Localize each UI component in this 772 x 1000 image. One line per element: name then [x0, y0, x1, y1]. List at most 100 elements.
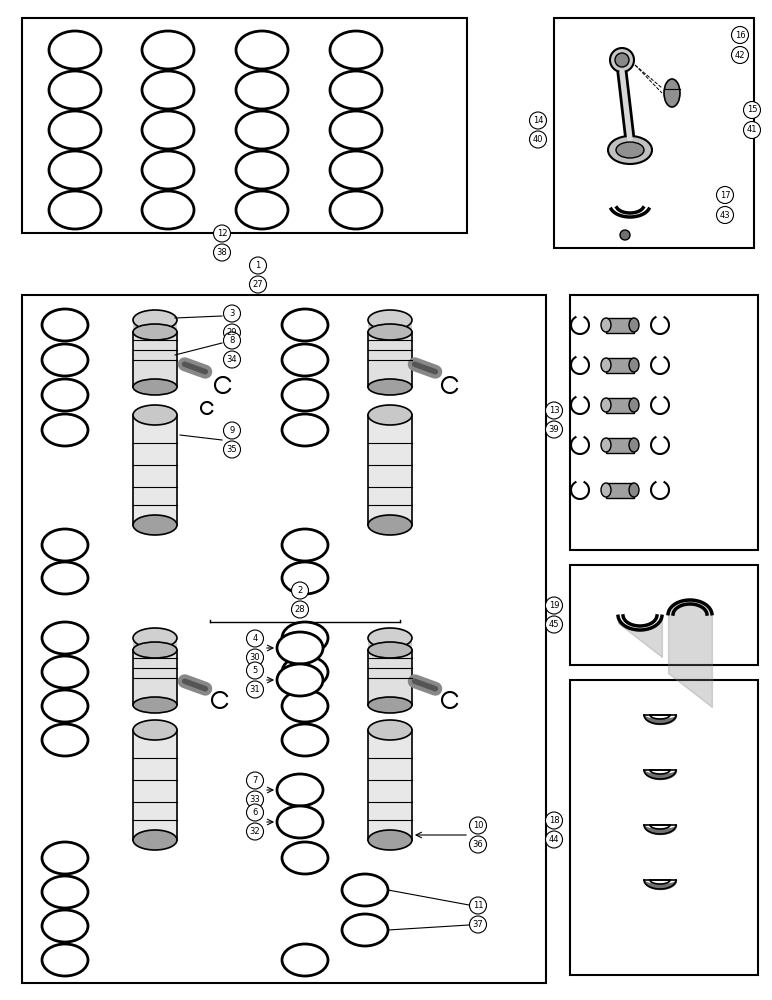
Ellipse shape — [142, 71, 194, 109]
Bar — [606, 483, 634, 498]
Ellipse shape — [368, 642, 412, 658]
Circle shape — [292, 582, 309, 599]
Text: 17: 17 — [720, 190, 730, 200]
Bar — [554, 18, 754, 248]
Ellipse shape — [282, 944, 328, 976]
Text: 1: 1 — [256, 261, 261, 270]
Ellipse shape — [282, 562, 328, 594]
Circle shape — [246, 823, 263, 840]
Ellipse shape — [277, 664, 323, 696]
Bar — [570, 680, 758, 975]
Ellipse shape — [133, 405, 177, 425]
Ellipse shape — [282, 842, 328, 874]
Bar — [368, 332, 412, 387]
Ellipse shape — [342, 914, 388, 946]
Text: 2: 2 — [297, 586, 303, 595]
Bar — [22, 295, 546, 983]
Text: 8: 8 — [229, 336, 235, 345]
Circle shape — [246, 630, 263, 647]
Ellipse shape — [42, 414, 88, 446]
Circle shape — [246, 662, 263, 679]
Ellipse shape — [133, 642, 177, 658]
Text: 9: 9 — [229, 426, 235, 435]
Ellipse shape — [368, 379, 412, 395]
Ellipse shape — [133, 830, 177, 850]
Circle shape — [469, 897, 486, 914]
Text: 36: 36 — [472, 840, 483, 849]
Ellipse shape — [610, 48, 634, 72]
Bar — [368, 730, 412, 840]
Ellipse shape — [615, 53, 629, 67]
Circle shape — [214, 225, 231, 242]
Bar — [606, 318, 634, 333]
Ellipse shape — [49, 151, 101, 189]
Ellipse shape — [629, 483, 639, 497]
Text: 19: 19 — [549, 601, 559, 610]
Ellipse shape — [42, 724, 88, 756]
Ellipse shape — [368, 720, 412, 740]
Circle shape — [732, 26, 749, 43]
Ellipse shape — [330, 151, 382, 189]
Text: 37: 37 — [472, 920, 483, 929]
Text: 11: 11 — [472, 901, 483, 910]
Ellipse shape — [608, 136, 652, 164]
Ellipse shape — [282, 344, 328, 376]
Ellipse shape — [601, 318, 611, 332]
Ellipse shape — [282, 414, 328, 446]
Circle shape — [224, 332, 241, 349]
Ellipse shape — [620, 230, 630, 240]
Circle shape — [292, 601, 309, 618]
Bar — [570, 295, 758, 550]
Ellipse shape — [133, 379, 177, 395]
Ellipse shape — [49, 71, 101, 109]
Ellipse shape — [42, 656, 88, 688]
Ellipse shape — [629, 438, 639, 452]
Ellipse shape — [133, 515, 177, 535]
Ellipse shape — [133, 324, 177, 340]
Circle shape — [224, 351, 241, 368]
Circle shape — [469, 836, 486, 853]
Text: 43: 43 — [720, 211, 730, 220]
Ellipse shape — [133, 628, 177, 648]
Text: 12: 12 — [217, 229, 227, 238]
Ellipse shape — [368, 324, 412, 340]
Circle shape — [249, 276, 266, 293]
Text: 41: 41 — [747, 125, 757, 134]
Text: 45: 45 — [549, 620, 559, 629]
Bar — [368, 638, 412, 650]
Circle shape — [546, 402, 563, 419]
Bar — [22, 18, 467, 233]
Bar — [133, 730, 177, 840]
Circle shape — [249, 257, 266, 274]
Text: 29: 29 — [227, 328, 237, 337]
Ellipse shape — [282, 309, 328, 341]
Ellipse shape — [342, 874, 388, 906]
Ellipse shape — [282, 529, 328, 561]
Ellipse shape — [616, 142, 644, 158]
Ellipse shape — [236, 31, 288, 69]
Ellipse shape — [42, 842, 88, 874]
Text: 10: 10 — [472, 821, 483, 830]
Circle shape — [546, 421, 563, 438]
Ellipse shape — [42, 876, 88, 908]
Circle shape — [546, 616, 563, 633]
Ellipse shape — [368, 405, 412, 425]
Bar — [368, 415, 412, 525]
Ellipse shape — [142, 151, 194, 189]
Circle shape — [224, 305, 241, 322]
Text: 13: 13 — [549, 406, 559, 415]
Circle shape — [716, 186, 733, 204]
Circle shape — [214, 244, 231, 261]
Ellipse shape — [368, 628, 412, 648]
Ellipse shape — [664, 79, 680, 107]
Ellipse shape — [277, 806, 323, 838]
Ellipse shape — [42, 622, 88, 654]
Ellipse shape — [629, 318, 639, 332]
Ellipse shape — [330, 31, 382, 69]
Circle shape — [246, 681, 263, 698]
Ellipse shape — [42, 529, 88, 561]
Ellipse shape — [42, 562, 88, 594]
Ellipse shape — [42, 910, 88, 942]
Bar — [570, 565, 758, 665]
Ellipse shape — [133, 720, 177, 740]
